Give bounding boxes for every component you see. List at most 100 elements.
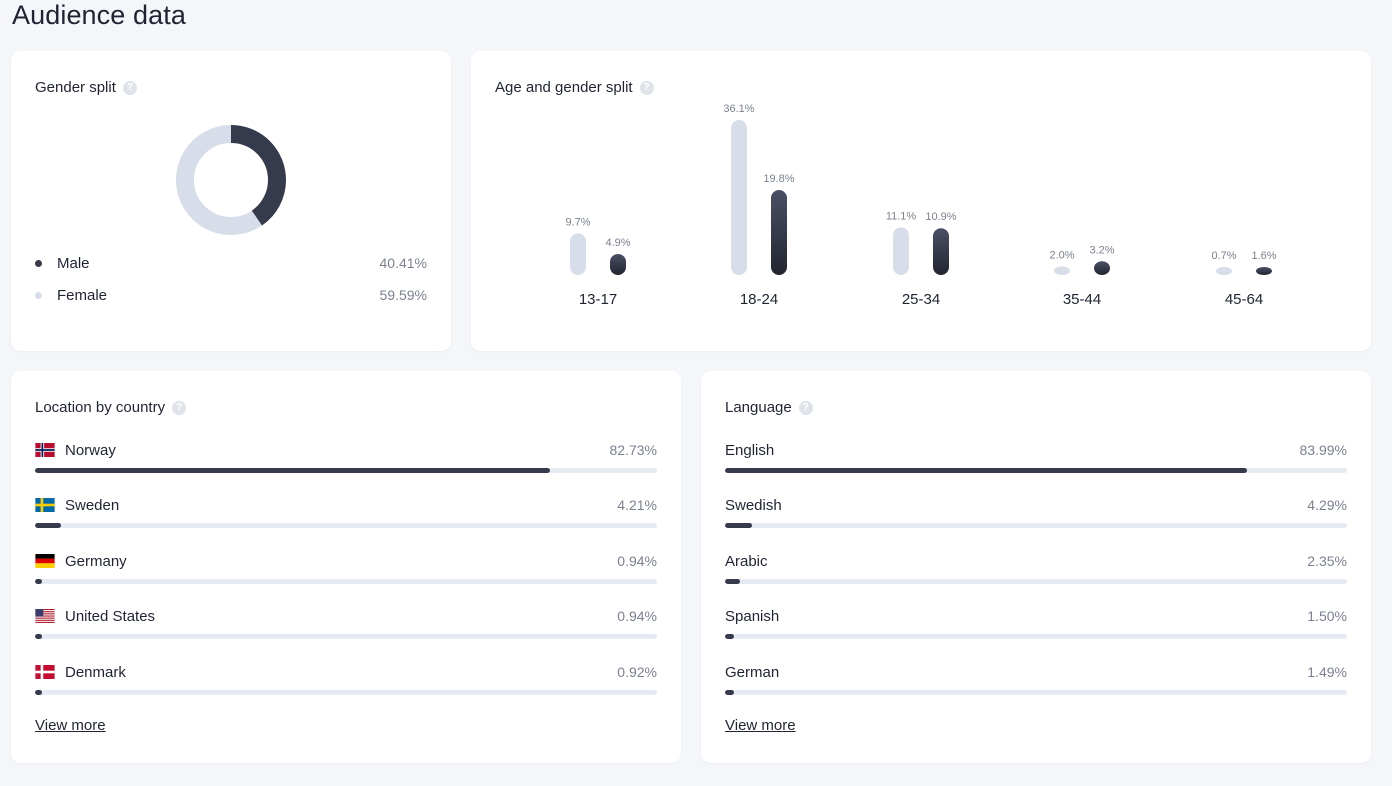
help-icon[interactable]: ? — [122, 80, 137, 95]
country-value: 82.73% — [609, 442, 657, 458]
gender-split-card: Gender split ? Male 40.41% Female 59.59% — [11, 51, 451, 351]
female-value-label: 36.1% — [723, 103, 754, 115]
age-group-label: 45-64 — [1225, 291, 1263, 308]
progress-track — [725, 690, 1347, 695]
progress-track — [35, 523, 657, 528]
progress-fill — [35, 690, 43, 695]
location-title: Location by country ? — [35, 399, 187, 416]
legend-female-label: Female — [57, 286, 108, 304]
male-dot-icon — [35, 259, 42, 267]
location-title-text: Location by country — [35, 399, 166, 416]
progress-fill — [725, 579, 740, 584]
male-value-label: 3.2% — [1089, 244, 1114, 256]
sweden-flag-icon — [35, 498, 55, 512]
progress-fill — [725, 634, 735, 639]
legend-female-value: 59.59% — [379, 287, 427, 303]
age-group-label: 18-24 — [740, 291, 778, 308]
progress-fill — [725, 523, 752, 528]
view-more-language-link[interactable]: View more — [725, 717, 796, 734]
male-bar — [1094, 261, 1110, 275]
list-item: Norway 82.73% — [35, 440, 657, 480]
list-item: Germany 0.94% — [35, 551, 657, 591]
male-bar — [1256, 267, 1272, 275]
germany-flag-icon — [35, 554, 55, 568]
list-item: Arabic 2.35% — [725, 551, 1347, 591]
progress-track — [35, 579, 657, 584]
progress-track — [35, 468, 657, 473]
progress-track — [725, 634, 1347, 639]
male-bar — [771, 189, 787, 275]
male-value-label: 10.9% — [925, 211, 956, 223]
page-title: Audience data — [12, 0, 186, 30]
language-value: 1.50% — [1307, 608, 1347, 624]
gender-donut-chart — [176, 125, 286, 235]
list-item: English 83.99% — [725, 440, 1347, 480]
view-more-location-link[interactable]: View more — [35, 717, 106, 734]
country-label: United States — [65, 607, 156, 625]
donut-male-segment — [176, 125, 286, 235]
help-icon[interactable]: ? — [639, 80, 654, 95]
age-group-label: 13-17 — [579, 291, 617, 308]
legend-male-label: Male — [57, 254, 90, 272]
list-item: German 1.49% — [725, 662, 1347, 702]
language-value: 83.99% — [1299, 442, 1347, 458]
country-label: Denmark — [65, 663, 126, 681]
country-label: Norway — [65, 441, 116, 459]
age-gender-title: Age and gender split ? — [495, 79, 654, 96]
language-value: 1.49% — [1307, 664, 1347, 680]
progress-fill — [725, 468, 1248, 473]
language-title: Language ? — [725, 399, 813, 416]
country-value: 0.94% — [617, 608, 657, 624]
progress-fill — [725, 690, 735, 695]
language-label: German — [725, 663, 780, 681]
progress-fill — [35, 579, 43, 584]
list-item: United States 0.94% — [35, 606, 657, 646]
help-icon[interactable]: ? — [172, 400, 187, 415]
progress-track — [725, 523, 1347, 528]
country-label: Germany — [65, 552, 127, 570]
language-value: 2.35% — [1307, 553, 1347, 569]
language-card: Language ? English 83.99% Swedish 4.29% … — [701, 371, 1371, 763]
female-bar — [1216, 267, 1232, 275]
female-bar — [731, 120, 747, 275]
male-bar — [933, 228, 949, 275]
language-label: Arabic — [725, 552, 768, 570]
progress-track — [725, 579, 1347, 584]
age-gender-title-text: Age and gender split — [495, 79, 633, 96]
progress-track — [35, 634, 657, 639]
norway-flag-icon — [35, 443, 55, 457]
age-group-label: 35-44 — [1063, 291, 1101, 308]
list-item: Swedish 4.29% — [725, 495, 1347, 535]
male-bar — [610, 253, 626, 275]
gender-split-title: Gender split ? — [35, 79, 137, 96]
legend-male: Male 40.41% — [35, 253, 427, 273]
gender-split-title-text: Gender split — [35, 79, 116, 96]
help-icon[interactable]: ? — [798, 400, 813, 415]
country-value: 4.21% — [617, 497, 657, 513]
country-value: 0.94% — [617, 553, 657, 569]
language-label: Spanish — [725, 607, 780, 625]
female-bar — [1054, 266, 1070, 275]
denmark-flag-icon — [35, 665, 55, 679]
age-gender-card: Age and gender split ? 9.7% 4.9% 13-17 36.1… — [471, 51, 1371, 351]
male-value-label: 19.8% — [763, 173, 794, 185]
legend-male-value: 40.41% — [379, 255, 427, 271]
location-card: Location by country ? Norway 82.73% Swed… — [11, 371, 681, 763]
male-value-label: 1.6% — [1251, 250, 1276, 262]
female-value-label: 11.1% — [886, 210, 917, 222]
country-label: Sweden — [65, 496, 120, 514]
country-value: 0.92% — [617, 664, 657, 680]
progress-fill — [35, 468, 550, 473]
female-bar — [570, 233, 586, 275]
list-item: Denmark 0.92% — [35, 662, 657, 702]
female-value-label: 0.7% — [1211, 250, 1236, 262]
progress-fill — [35, 523, 62, 528]
age-gender-bar-chart: 9.7% 4.9% 13-17 36.1% 19.8% 18-24 11.1% 10.9% 25… — [565, 103, 1276, 308]
age-group-label: 25-34 — [902, 291, 940, 308]
female-value-label: 2.0% — [1049, 249, 1074, 261]
progress-fill — [35, 634, 43, 639]
language-label: Swedish — [725, 496, 782, 514]
usa-flag-icon — [35, 609, 55, 623]
language-label: English — [725, 441, 775, 459]
progress-track — [35, 690, 657, 695]
